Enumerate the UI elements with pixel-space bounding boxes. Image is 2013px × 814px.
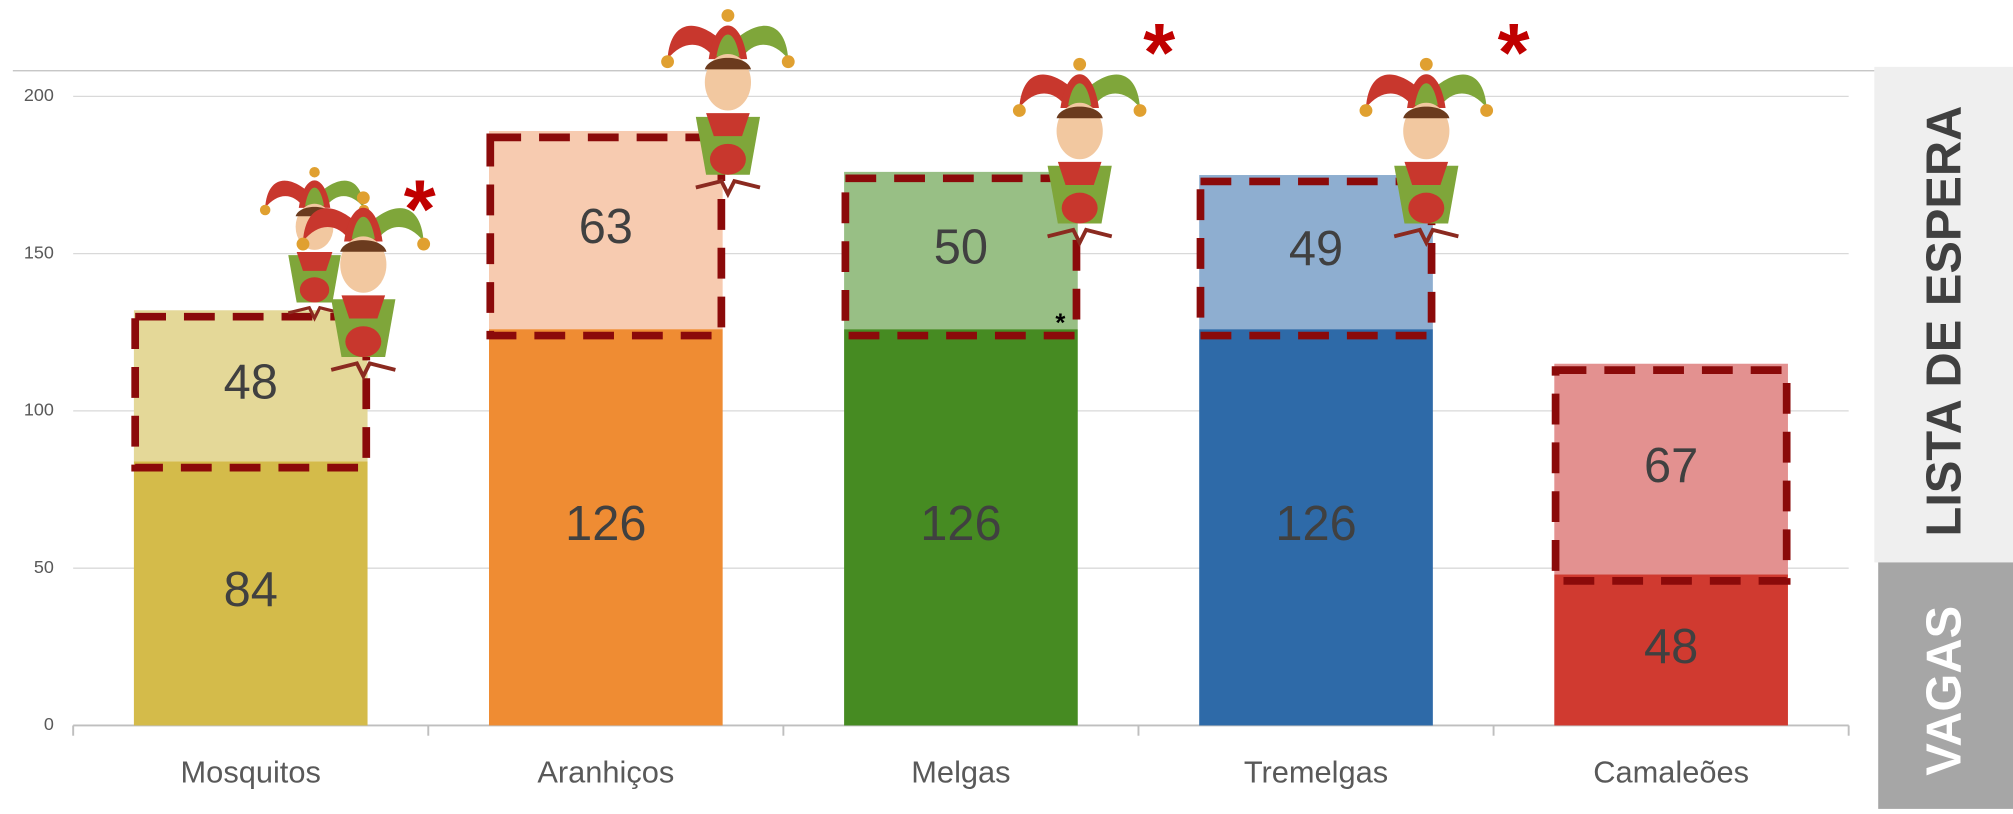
annotation: * (1143, 8, 1175, 99)
annotation: * (1498, 8, 1530, 99)
chart: LISTA DE ESPERA VAGAS 0 50 100 150 200 84 48 Mo… (0, 0, 2013, 809)
data-label: 49 (1289, 222, 1343, 276)
data-label: 48 (224, 356, 278, 410)
x-tick-label: Tremelgas (1244, 754, 1388, 789)
y-tick-label: 0 (44, 714, 54, 734)
y-tick-label: 50 (34, 557, 54, 577)
data-label: 67 (1644, 439, 1698, 493)
data-label: 48 (1644, 620, 1698, 674)
data-label: 126 (920, 497, 1001, 551)
x-tick-label: Camaleões (1593, 754, 1749, 789)
annotation: * (404, 164, 436, 255)
x-tick-label: Aranhiços (537, 754, 674, 789)
data-label: 63 (579, 200, 633, 254)
legend-label: LISTA DE ESPERA (1917, 106, 1971, 537)
x-tick-label: Mosquitos (181, 754, 321, 789)
y-tick-label: 200 (24, 85, 54, 105)
y-tick-label: 150 (24, 242, 54, 262)
data-label: 50 (934, 220, 988, 274)
data-label: 126 (565, 497, 646, 551)
legend-label: VAGAS (1917, 606, 1971, 776)
y-tick-label: 100 (24, 400, 54, 420)
page: {"chart_data": {"type": "stacked-bar", "… (0, 0, 2013, 809)
annotation: * (1055, 310, 1065, 338)
data-label: 126 (1275, 497, 1356, 551)
data-label: 84 (224, 563, 278, 617)
x-tick-label: Melgas (911, 754, 1010, 789)
